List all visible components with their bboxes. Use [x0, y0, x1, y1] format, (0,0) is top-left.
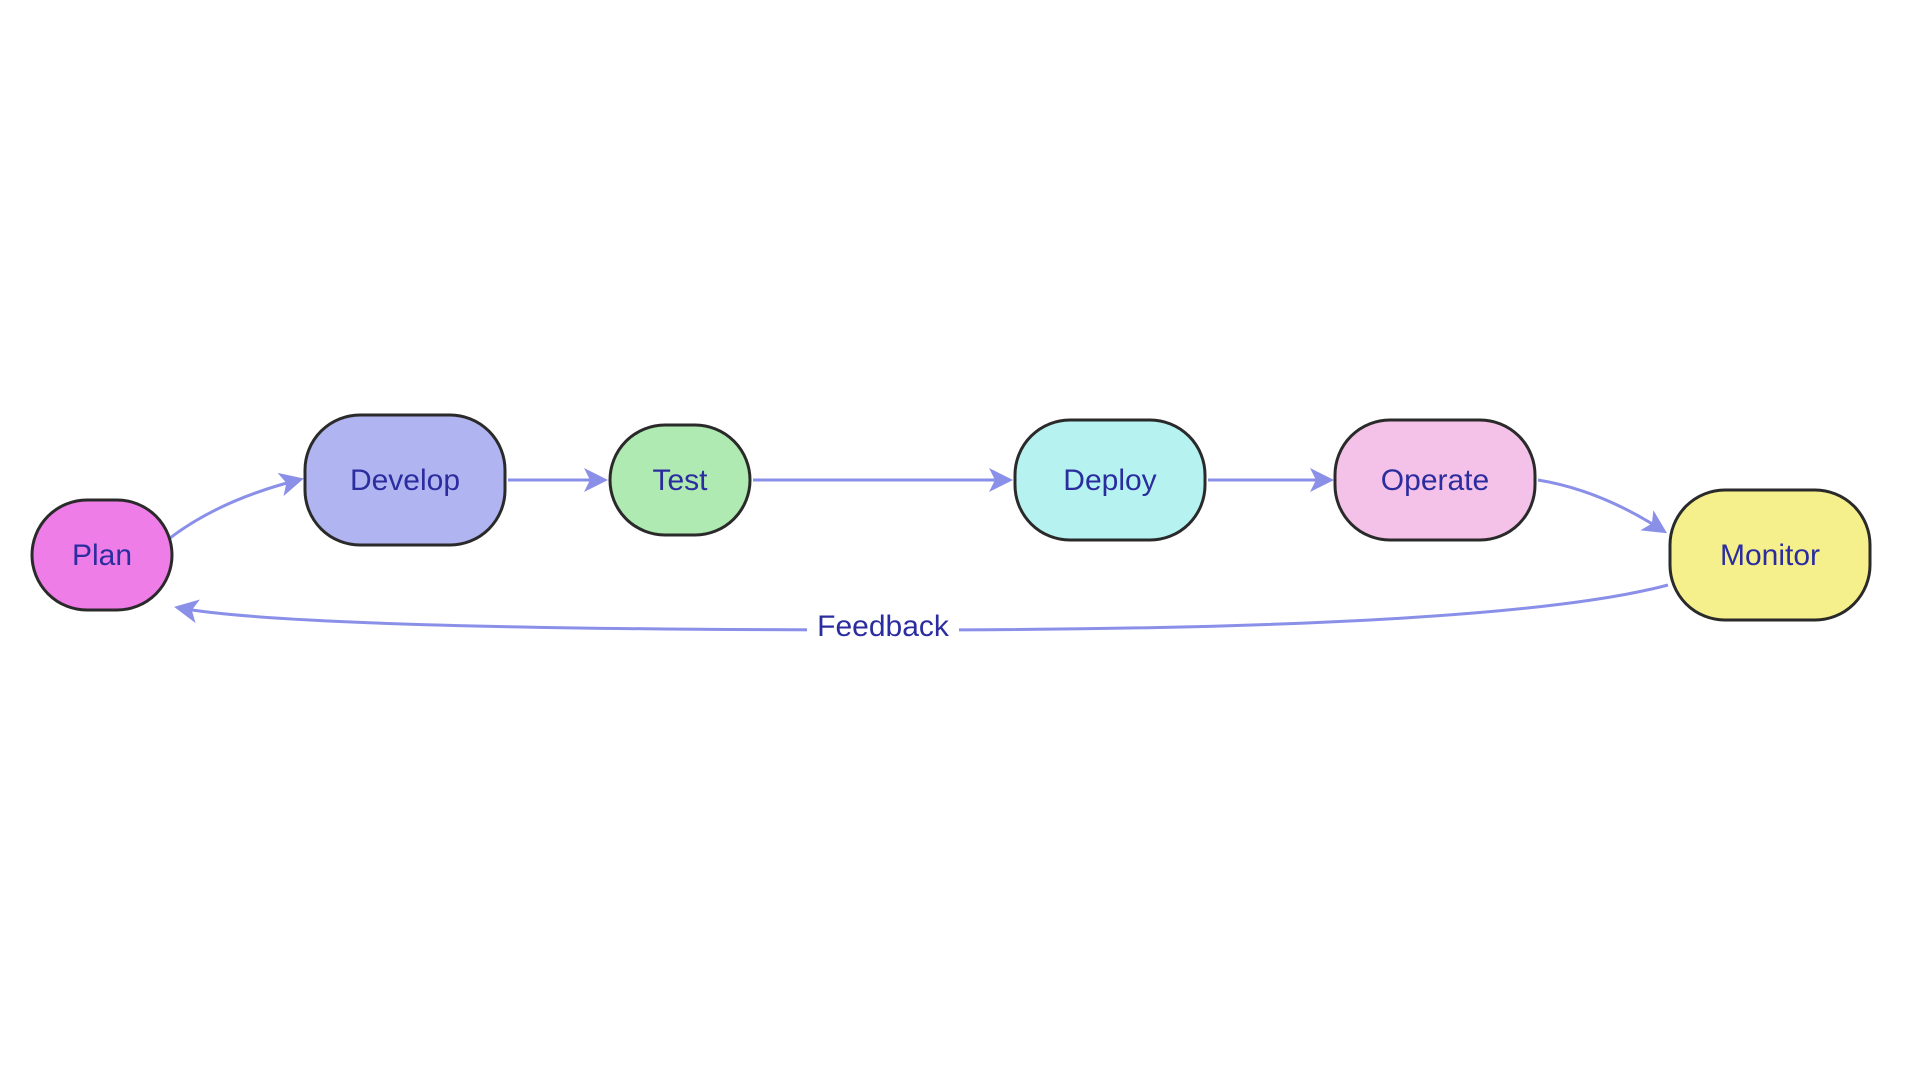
node-label-test: Test [652, 464, 708, 497]
node-label-deploy: Deploy [1063, 464, 1156, 497]
edge-operate-monitor [1538, 480, 1662, 530]
node-label-monitor: Monitor [1720, 539, 1820, 572]
node-plan: Plan [32, 500, 172, 610]
node-operate: Operate [1335, 420, 1535, 540]
node-label-plan: Plan [72, 539, 132, 572]
node-test: Test [610, 425, 750, 535]
node-label-operate: Operate [1381, 464, 1489, 497]
node-monitor: Monitor [1670, 490, 1870, 620]
node-deploy: Deploy [1015, 420, 1205, 540]
node-develop: Develop [305, 415, 505, 545]
edge-plan-develop [170, 480, 298, 538]
edge-label-monitor-plan: Feedback [817, 610, 950, 643]
flowchart-canvas: Feedback Plan Develop Test Deploy Operate Mon… [0, 0, 1920, 1080]
nodes-layer: Plan Develop Test Deploy Operate Monitor [32, 415, 1870, 620]
node-label-develop: Develop [350, 464, 460, 497]
